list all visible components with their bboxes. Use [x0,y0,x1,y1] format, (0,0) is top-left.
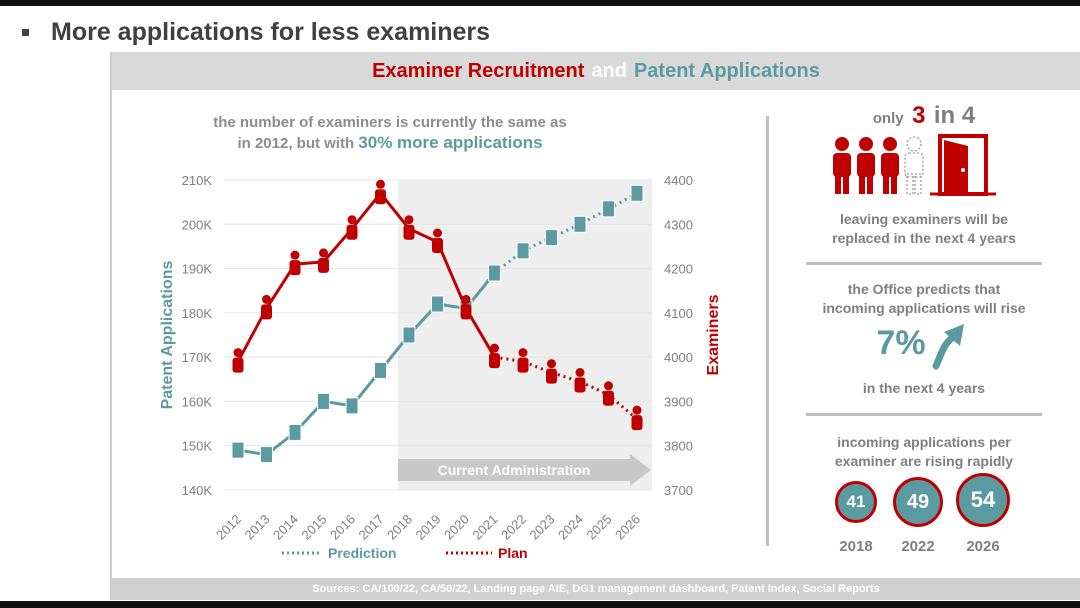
year-2022: 2022 [901,538,935,555]
per-examiner-line1: incoming applications per [837,434,1011,450]
year-2018: 2018 [839,538,873,555]
bottom-border [0,601,1080,608]
ratio-heading: only 3 in 4 [806,102,1042,130]
ratio-only: only [872,110,904,127]
replaced-line2: replaced in the next 4 years [832,230,1016,246]
chart-subtitle-highlight: 30% more applications [358,133,543,152]
arrow-up-icon [932,324,964,370]
panel-header: Examiner Recruitment and Patent Applicat… [112,52,1080,90]
predict-percent: 7% [876,324,926,362]
header-part2: and [591,59,627,82]
chart-subtitle-line2: in 2012, but with 30% more applications [140,133,640,153]
year-2026: 2026 [966,538,1000,555]
door-icon [930,134,996,196]
bullet-icon [22,29,29,36]
predict-line2: incoming applications will rise [822,300,1026,316]
ratio-three: 3 [912,102,926,129]
predict-text: the Office predicts that incoming applic… [806,280,1042,318]
circle-2022: 49 [893,477,943,527]
divider-1 [806,262,1042,265]
per-examiner-text: incoming applications per examiner are r… [806,433,1042,471]
circle-2018: 41 [835,481,877,523]
person-icon [833,137,851,194]
circle-2026: 54 [956,473,1010,527]
predict-line1: the Office predicts that [847,281,1001,297]
top-border [0,0,1080,6]
replaced-line1: leaving examiners will be [839,211,1009,227]
next-4-years: in the next 4 years [862,380,986,396]
divider-vertical [766,116,769,546]
person-outline-icon [904,136,924,195]
header-part1: Examiner Recruitment [372,59,585,82]
people-door-graphic [833,134,996,196]
person-icon [881,137,899,194]
slide-title: More applications for less examiners [22,18,490,47]
chart-subtitle-prefix: in 2012, but with [237,135,355,152]
replaced-text: leaving examiners will be replaced in th… [806,210,1042,248]
chart-subtitle-line1: the number of examiners is currently the… [213,114,567,131]
ratio-in4: in 4 [933,102,976,129]
header-part3: Patent Applications [633,59,820,82]
per-examiner-line2: examiner are rising rapidly [834,453,1014,469]
person-icon [857,137,875,194]
sources-footer: Sources: CA/100/22, CA/50/22, Landing pa… [112,578,1080,600]
divider-2 [806,413,1042,416]
slide-title-text: More applications for less examiners [51,18,491,46]
